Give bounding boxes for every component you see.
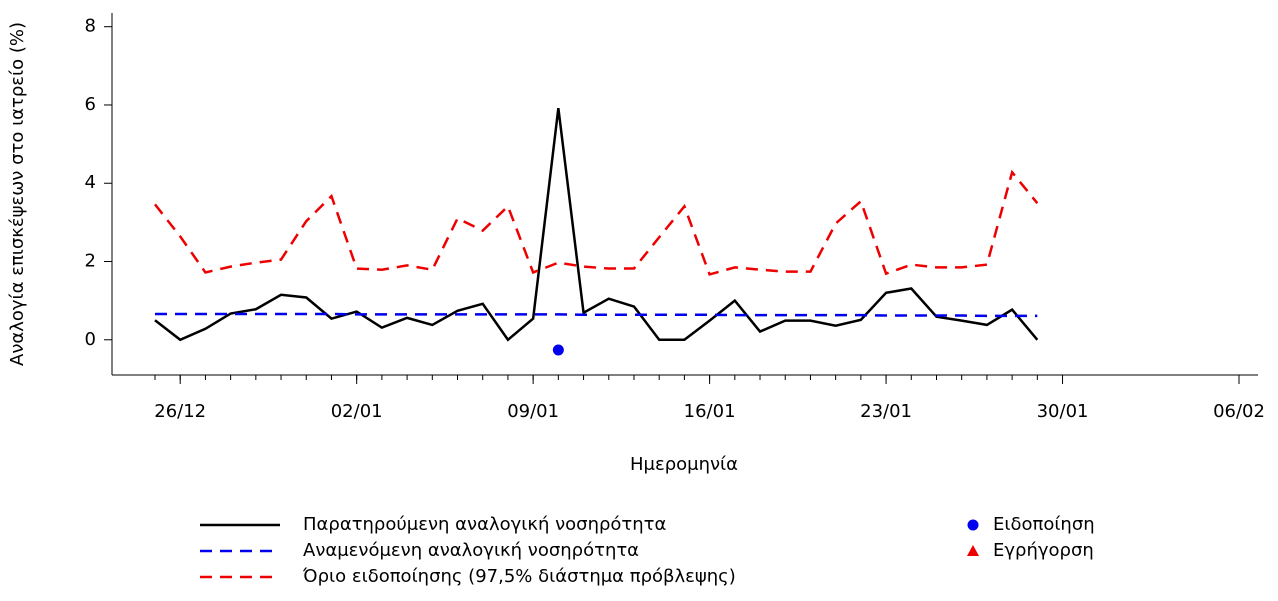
x-tick-label: 30/01 [1037, 401, 1089, 422]
legend-marker [967, 519, 979, 531]
legend-label: Αναμενόμενη αναλογική νοσηρότητα [303, 540, 639, 561]
x-tick-label: 09/01 [507, 401, 559, 422]
x-tick-label: 23/01 [860, 401, 912, 422]
x-tick-label: 02/01 [331, 401, 383, 422]
legend-label: Εγρήγορση [993, 540, 1094, 561]
point [552, 344, 564, 356]
legend-label: Ειδοποίηση [993, 514, 1095, 535]
series-line [155, 312, 1038, 318]
x-tick-label: 16/01 [684, 401, 736, 422]
series-line [154, 107, 1039, 342]
legend-label: Όριο ειδοποίησης (97,5% διάστημα πρόβλεψ… [302, 566, 736, 587]
y-tick-label: 2 [85, 251, 96, 272]
x-tick-label: 06/02 [1213, 401, 1265, 422]
legend-label: Παρατηρούμενη αναλογική νοσηρότητα [303, 514, 666, 535]
legend-marker [967, 545, 979, 556]
y-tick-label: 6 [85, 94, 96, 115]
series-line [154, 169, 1039, 276]
y-tick-label: 8 [85, 16, 96, 37]
x-tick-label: 26/12 [154, 401, 206, 422]
x-axis-label: Ημερομηνία [630, 454, 738, 475]
y-axis-label: Αναλογία επισκέψεων στο ιατρείο (%) [7, 22, 28, 366]
y-tick-label: 0 [85, 329, 96, 350]
y-tick-label: 4 [85, 172, 96, 193]
